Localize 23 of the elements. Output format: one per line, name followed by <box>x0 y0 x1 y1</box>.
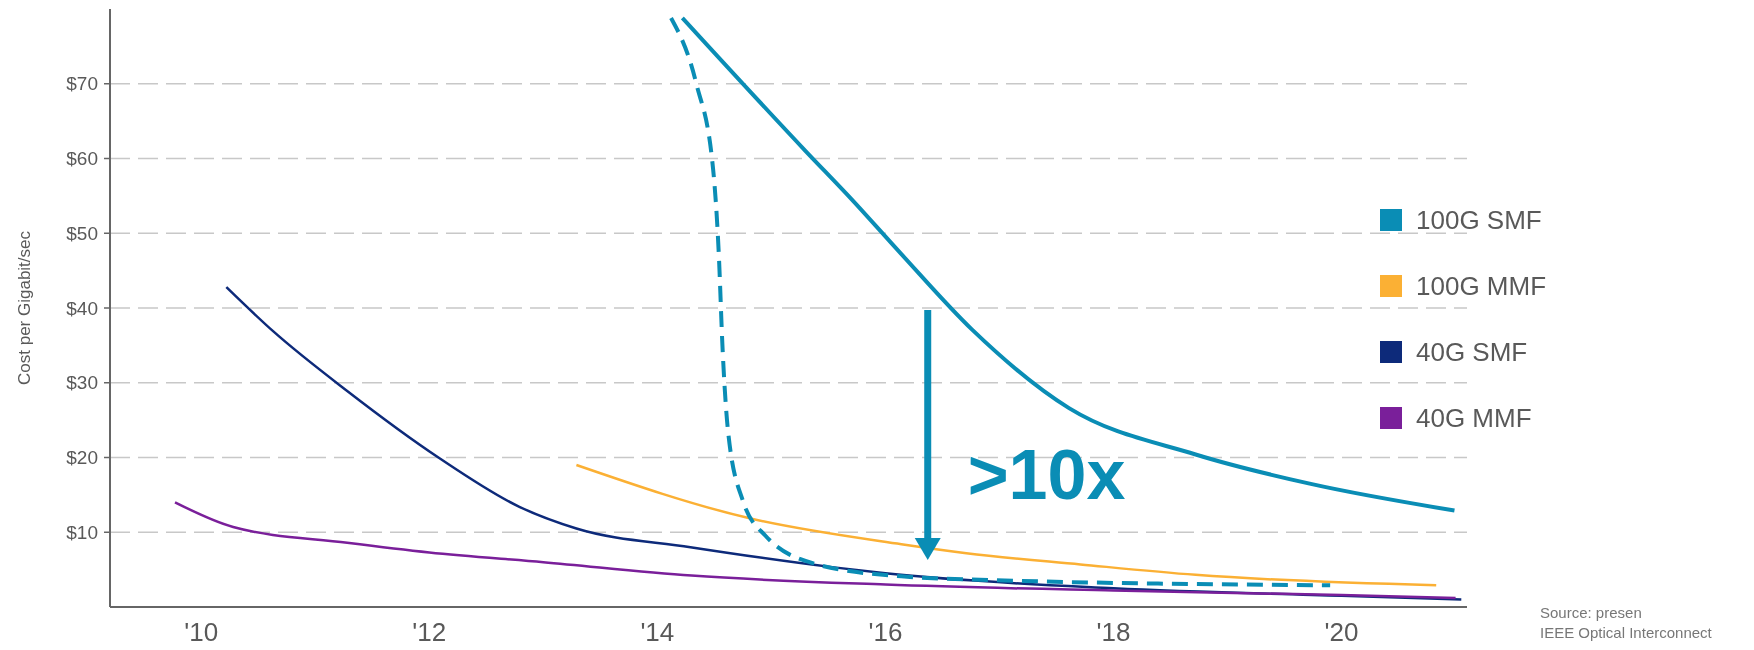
y-tick-label: $50 <box>66 222 98 244</box>
legend-label: 40G SMF <box>1416 337 1528 368</box>
legend-label: 100G SMF <box>1416 205 1542 236</box>
x-tick-label: '10 <box>184 617 219 647</box>
x-tick-label: '12 <box>412 617 447 647</box>
y-tick-label: $10 <box>66 521 98 543</box>
text: IEEE Optical Interconnect <box>1540 624 1713 641</box>
x-tick-label: '16 <box>868 617 903 647</box>
annotation: >10x <box>967 435 1126 514</box>
y-tick-label: $30 <box>66 372 98 394</box>
x-tick-label: '18 <box>1096 617 1131 647</box>
line-series <box>669 15 1333 588</box>
y-tick-label: $40 <box>66 297 98 319</box>
x-tick-label: '20 <box>1324 617 1359 647</box>
y-axis-title: Cost per Gigabit/sec <box>15 230 34 386</box>
legend-label: 40G MMF <box>1416 403 1532 434</box>
line-series <box>173 501 1457 600</box>
legend-label: 100G MMF <box>1416 271 1547 302</box>
y-tick-label: $60 <box>66 148 98 170</box>
x-tick-label: '14 <box>640 617 675 647</box>
source-note: Source: presen <box>1540 604 1642 621</box>
y-tick-label: $70 <box>66 73 98 95</box>
y-tick-label: $20 <box>66 447 98 469</box>
